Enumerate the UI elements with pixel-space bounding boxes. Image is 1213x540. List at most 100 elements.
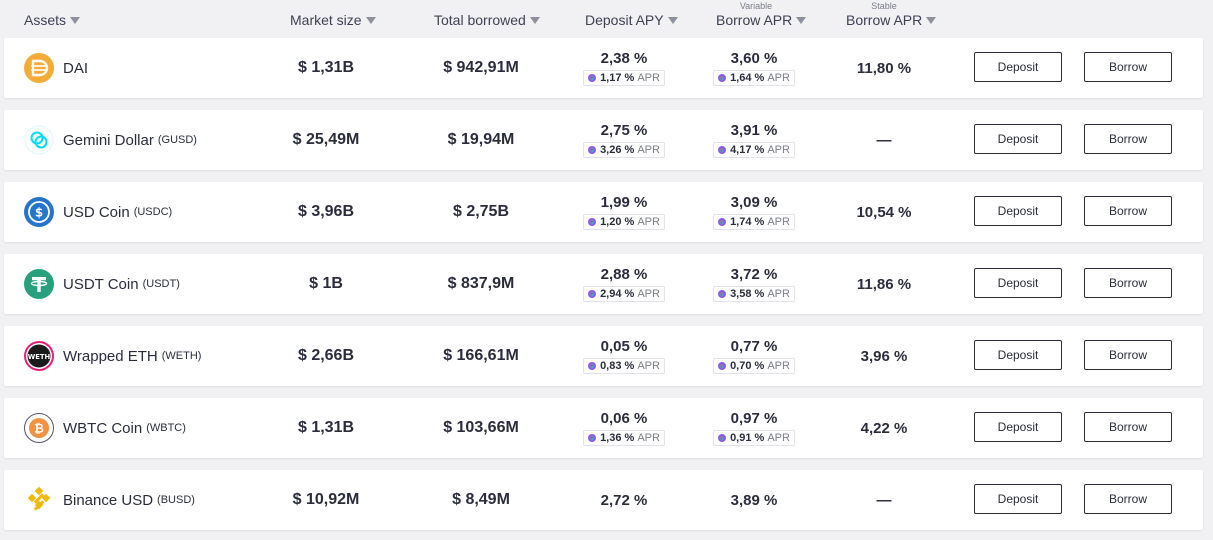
asset-symbol: (USDC) xyxy=(133,206,173,218)
asset-cell: USDT Coin (USDT) xyxy=(24,254,180,314)
variable-apr-cell: 3,60 % 1,64 % APR xyxy=(694,38,814,98)
stable-apr-text: 3,96 % xyxy=(860,347,908,365)
stable-apr-value: 11,86 % xyxy=(824,254,944,314)
svg-text:₿: ₿ xyxy=(34,422,44,436)
reward-suffix: APR xyxy=(637,216,660,228)
incentive-icon xyxy=(588,290,597,298)
sort-total-borrowed[interactable]: Total borrowed xyxy=(434,12,540,28)
stable-apr-value: 11,80 % xyxy=(824,38,944,98)
deposit-reward-value: 1,17 % xyxy=(600,72,635,84)
deposit-apy-value: 2,72 % xyxy=(600,491,648,509)
asset-symbol: (WETH) xyxy=(161,350,202,362)
asset-cell: DAI xyxy=(24,38,92,98)
deposit-button[interactable]: Deposit xyxy=(974,412,1062,442)
deposit-reward-badge: 1,17 % APR xyxy=(583,70,665,86)
sort-arrow-icon xyxy=(796,16,807,24)
reward-suffix: APR xyxy=(767,216,790,228)
incentive-icon xyxy=(588,434,597,442)
variable-apr-cell: 0,77 % 0,70 % APR xyxy=(694,326,814,386)
table-row[interactable]: Gemini Dollar (GUSD) $ 25,49M $ 19,94M 2,75 … xyxy=(4,110,1203,170)
variable-apr-cell: 3,89 % xyxy=(694,470,814,530)
deposit-apy-cell: 2,38 % 1,17 % APR xyxy=(564,38,684,98)
borrow-button[interactable]: Borrow xyxy=(1084,196,1172,226)
variable-apr-cell: 3,72 % 3,58 % APR xyxy=(694,254,814,314)
asset-symbol: (USDT) xyxy=(142,278,180,290)
table-row[interactable]: Binance USD (BUSD) $ 10,92M $ 8,49M 2,72 % 3,… xyxy=(4,470,1203,530)
incentive-icon xyxy=(718,74,727,82)
stable-apr-value: 3,96 % xyxy=(824,326,944,386)
usdt-icon xyxy=(24,269,54,299)
table-row[interactable]: $ USD Coin (USDC) $ 3,96B $ 2,75B 1,99 % 1,20 … xyxy=(4,182,1203,242)
variable-caption: Variable xyxy=(739,1,773,11)
sort-stable-borrow-apr[interactable]: Borrow APR xyxy=(846,12,937,28)
incentive-icon xyxy=(718,290,727,298)
deposit-button[interactable]: Deposit xyxy=(974,52,1062,82)
deposit-reward-badge: 2,94 % APR xyxy=(583,286,665,302)
sort-deposit-apy[interactable]: Deposit APY xyxy=(585,12,678,28)
table-row[interactable]: USDT Coin (USDT) $ 1B $ 837,9M 2,88 % 2,94 % A… xyxy=(4,254,1203,314)
busd-icon xyxy=(24,485,54,515)
deposit-apy-value: 0,05 % xyxy=(600,338,648,355)
stable-apr-text: — xyxy=(876,131,892,149)
dai-icon xyxy=(24,53,54,83)
market-size-value: $ 1,31B xyxy=(297,59,355,76)
borrow-button[interactable]: Borrow xyxy=(1084,412,1172,442)
borrow-button[interactable]: Borrow xyxy=(1084,124,1172,154)
sort-variable-borrow-apr[interactable]: Borrow APR xyxy=(716,12,807,28)
deposit-reward-value: 3,26 % xyxy=(600,144,635,156)
gusd-icon xyxy=(24,125,54,155)
variable-reward-badge: 4,17 % APR xyxy=(713,142,795,158)
deposit-reward-badge: 1,36 % APR xyxy=(583,430,665,446)
deposit-button[interactable]: Deposit xyxy=(974,124,1062,154)
deposit-button[interactable]: Deposit xyxy=(974,484,1062,514)
asset-name: WBTC Coin xyxy=(63,419,143,437)
total-borrowed-value: $ 103,66M xyxy=(443,419,519,436)
reward-suffix: APR xyxy=(767,288,790,300)
reward-suffix: APR xyxy=(637,360,660,372)
reward-suffix: APR xyxy=(767,360,790,372)
sort-assets[interactable]: Assets xyxy=(24,12,81,28)
deposit-apy-cell: 0,06 % 1,36 % APR xyxy=(564,398,684,458)
variable-reward-value: 0,70 % xyxy=(730,360,765,372)
total-borrowed-header-label: Total borrowed xyxy=(434,12,526,28)
deposit-apy-value: 0,06 % xyxy=(600,410,648,427)
sort-market-size[interactable]: Market size xyxy=(290,12,376,28)
variable-reward-badge: 3,58 % APR xyxy=(713,286,795,302)
deposit-button[interactable]: Deposit xyxy=(974,340,1062,370)
table-row[interactable]: WETH Wrapped ETH (WETH) $ 2,66B $ 166,61M 0,0… xyxy=(4,326,1203,386)
deposit-reward-value: 1,20 % xyxy=(600,216,635,228)
deposit-reward-badge: 1,20 % APR xyxy=(583,214,665,230)
borrow-button[interactable]: Borrow xyxy=(1084,484,1172,514)
borrow-button[interactable]: Borrow xyxy=(1084,268,1172,298)
table-row[interactable]: ₿ WBTC Coin (WBTC) $ 1,31B $ 103,66M 0,06 % 1,… xyxy=(4,398,1203,458)
incentive-icon xyxy=(718,362,727,370)
stable-borrow-apr-header-label: Borrow APR xyxy=(846,12,923,28)
deposit-apy-value: 1,99 % xyxy=(600,194,648,211)
stable-caption: Stable xyxy=(871,1,897,11)
variable-apr-cell: 3,09 % 1,74 % APR xyxy=(694,182,814,242)
wbtc-icon: ₿ xyxy=(24,413,54,443)
incentive-icon xyxy=(588,74,597,82)
variable-apr-value: 3,09 % xyxy=(730,194,778,211)
deposit-apy-value: 2,88 % xyxy=(600,266,648,283)
asset-cell: Gemini Dollar (GUSD) xyxy=(24,110,197,170)
table-row[interactable]: DAI $ 1,31B $ 942,91M 2,38 % 1,17 % APR 3,60 %… xyxy=(4,38,1203,98)
variable-reward-value: 0,91 % xyxy=(730,432,765,444)
deposit-reward-badge: 3,26 % APR xyxy=(583,142,665,158)
variable-apr-value: 3,72 % xyxy=(730,266,778,283)
weth-icon: WETH xyxy=(24,341,54,371)
reward-suffix: APR xyxy=(637,72,660,84)
variable-reward-badge: 1,74 % APR xyxy=(713,214,795,230)
borrow-button[interactable]: Borrow xyxy=(1084,52,1172,82)
incentive-icon xyxy=(588,218,597,226)
variable-apr-value: 3,89 % xyxy=(730,491,778,509)
deposit-button[interactable]: Deposit xyxy=(974,196,1062,226)
deposit-button[interactable]: Deposit xyxy=(974,268,1062,298)
variable-apr-value: 3,91 % xyxy=(730,122,778,139)
borrow-button[interactable]: Borrow xyxy=(1084,340,1172,370)
variable-reward-badge: 0,70 % APR xyxy=(713,358,795,374)
reward-suffix: APR xyxy=(637,432,660,444)
sort-arrow-icon xyxy=(529,16,540,24)
stable-apr-text: 11,86 % xyxy=(856,275,912,293)
variable-reward-badge: 0,91 % APR xyxy=(713,430,795,446)
